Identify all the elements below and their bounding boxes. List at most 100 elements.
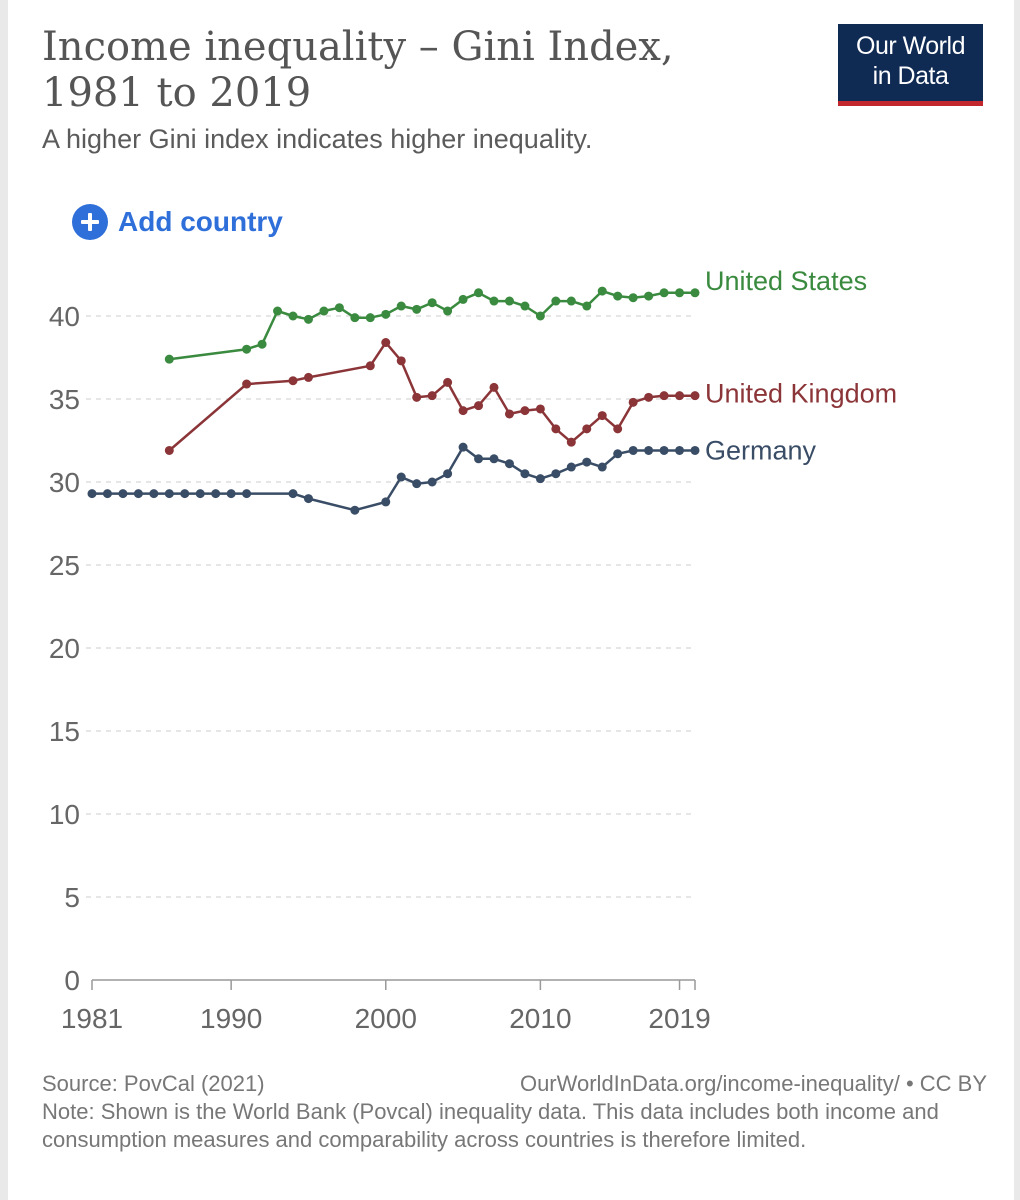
data-point <box>659 391 669 401</box>
data-point <box>613 449 623 459</box>
data-point <box>149 489 159 499</box>
data-point <box>242 489 252 499</box>
data-point <box>412 479 422 489</box>
data-point <box>690 445 700 455</box>
data-point <box>443 377 453 387</box>
data-point <box>582 457 592 467</box>
data-point <box>381 497 391 507</box>
data-point <box>226 489 236 499</box>
data-point <box>288 376 298 386</box>
data-point <box>242 379 252 389</box>
data-point <box>427 391 437 401</box>
data-point <box>365 313 375 323</box>
y-tick-label: 15 <box>49 716 80 747</box>
data-point <box>504 296 514 306</box>
data-point <box>474 288 484 298</box>
chart-title: Income inequality – Gini Index, 1981 to … <box>42 24 674 116</box>
data-point <box>628 293 638 303</box>
data-point <box>458 294 468 304</box>
data-point <box>520 406 530 416</box>
data-point <box>628 397 638 407</box>
data-point <box>288 311 298 321</box>
note-text: Note: Shown is the World Bank (Povcal) i… <box>42 1099 939 1152</box>
data-point <box>195 489 205 499</box>
data-point <box>164 354 174 364</box>
data-point <box>412 304 422 314</box>
data-point <box>102 489 112 499</box>
series-label: Germany <box>705 435 817 465</box>
data-point <box>566 462 576 472</box>
data-point <box>551 469 561 479</box>
data-point <box>350 313 360 323</box>
data-point <box>489 296 499 306</box>
data-point <box>427 477 437 487</box>
data-point <box>458 442 468 452</box>
data-point <box>180 489 190 499</box>
y-tick-label: 35 <box>49 384 80 415</box>
data-point <box>257 339 267 349</box>
data-point <box>164 445 174 455</box>
add-country-label: Add country <box>118 206 283 237</box>
data-point <box>613 424 623 434</box>
data-point <box>675 288 685 298</box>
data-point <box>597 411 607 421</box>
series-line <box>92 445 695 512</box>
y-tick-label: 20 <box>49 633 80 664</box>
data-point <box>489 382 499 392</box>
data-point <box>273 306 283 316</box>
data-point <box>381 309 391 319</box>
data-point <box>474 454 484 464</box>
data-point <box>164 489 174 499</box>
data-point <box>504 409 514 419</box>
y-tick-label: 30 <box>49 467 80 498</box>
data-point <box>566 296 576 306</box>
data-point <box>396 301 406 311</box>
data-point <box>396 472 406 482</box>
data-point <box>319 306 329 316</box>
data-point <box>613 291 623 301</box>
chart-footer: Source: PovCal (2021) OurWorldInData.org… <box>42 1070 987 1154</box>
data-point <box>644 445 654 455</box>
logo-line-1: Our World <box>856 32 965 60</box>
data-point <box>566 437 576 447</box>
data-point <box>644 291 654 301</box>
logo-line-2: in Data <box>872 62 949 90</box>
data-point <box>551 424 561 434</box>
data-point <box>597 462 607 472</box>
data-point <box>303 494 313 504</box>
y-tick-label: 10 <box>49 799 80 830</box>
data-point <box>87 489 97 499</box>
x-tick-label: 1981 <box>61 1003 123 1034</box>
plus-circle-icon <box>72 204 108 240</box>
data-point <box>365 361 375 371</box>
x-tick-label: 2010 <box>509 1003 571 1034</box>
data-point <box>504 459 514 469</box>
data-point <box>412 392 422 402</box>
data-point <box>211 489 221 499</box>
data-point <box>288 489 298 499</box>
data-point <box>535 474 545 484</box>
data-point <box>334 303 344 313</box>
data-point <box>396 356 406 366</box>
data-point <box>489 454 499 464</box>
data-point <box>350 505 360 515</box>
y-tick-label: 0 <box>64 965 80 996</box>
data-point <box>474 401 484 411</box>
data-point <box>582 301 592 311</box>
series-line <box>168 341 695 452</box>
data-point <box>427 298 437 308</box>
url-license-text[interactable]: OurWorldInData.org/income-inequality/ • … <box>519 1071 987 1096</box>
y-tick-label: 5 <box>64 882 80 913</box>
data-point <box>118 489 128 499</box>
data-point <box>133 489 143 499</box>
data-point <box>690 391 700 401</box>
data-point <box>644 392 654 402</box>
add-country-button[interactable]: Add country <box>72 204 283 240</box>
data-point <box>381 338 391 348</box>
data-point <box>303 372 313 382</box>
data-point <box>675 445 685 455</box>
right-border <box>1014 0 1020 1200</box>
owid-logo[interactable]: Our World in Data <box>838 24 983 106</box>
x-tick-label: 2019 <box>648 1003 710 1034</box>
y-tick-label: 40 <box>49 301 80 332</box>
